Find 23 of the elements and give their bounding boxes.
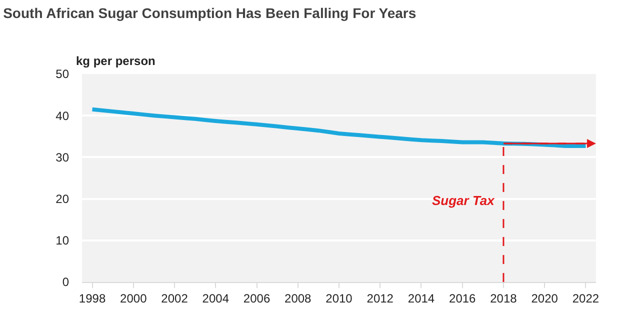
y-tick-label: 0 [62, 275, 70, 290]
x-tick-label: 2004 [202, 291, 230, 306]
y-tick-label: 10 [56, 234, 70, 248]
x-tick-label: 2006 [243, 291, 270, 306]
x-tick-label: 2010 [326, 291, 353, 306]
x-tick-label: 2012 [366, 291, 394, 306]
y-tick-label: 50 [56, 67, 70, 82]
x-tick-label: 2018 [490, 291, 518, 306]
line-series [90, 107, 588, 148]
x-tick-label: 1998 [78, 291, 106, 306]
x-tick-label: 2002 [161, 291, 188, 306]
x-tick-label: 2014 [408, 291, 435, 306]
y-tick-label: 40 [56, 108, 70, 123]
y-tick-label: 20 [56, 192, 70, 206]
y-tick-label: 30 [56, 150, 70, 164]
x-tick-label: 2022 [572, 291, 600, 306]
ref-line-label: Sugar Tax [432, 193, 496, 208]
chart-title: South African Sugar Consumption Has Been Falling For Years [3, 5, 416, 22]
x-tick-label: 2008 [284, 291, 312, 306]
x-tick-label: 2000 [120, 291, 148, 306]
y-axis-title: kg per person [76, 54, 156, 68]
x-tick-label: 2020 [531, 291, 558, 306]
x-tick-label: 2016 [449, 291, 476, 306]
